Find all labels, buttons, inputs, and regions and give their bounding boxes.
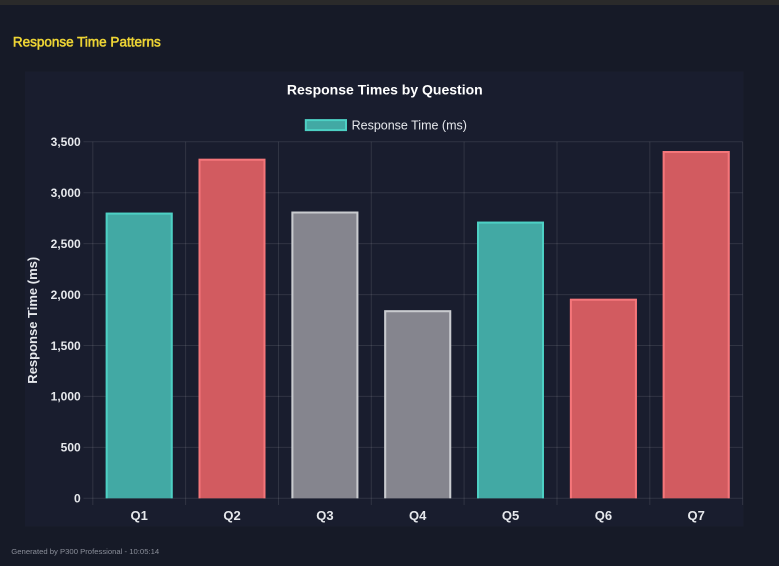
- svg-text:2,500: 2,500: [51, 237, 81, 251]
- svg-text:0: 0: [74, 492, 81, 506]
- svg-text:Generated by P300 Professional: Generated by P300 Professional - 10:05:1…: [11, 547, 160, 556]
- svg-text:Q3: Q3: [316, 508, 333, 523]
- svg-text:1,500: 1,500: [51, 339, 81, 353]
- svg-text:2,000: 2,000: [51, 288, 81, 302]
- svg-text:Q6: Q6: [595, 508, 612, 523]
- svg-text:Q5: Q5: [502, 508, 519, 523]
- svg-text:3,000: 3,000: [51, 186, 81, 200]
- svg-text:Response Time (ms): Response Time (ms): [25, 257, 40, 384]
- svg-text:Response Time (ms): Response Time (ms): [352, 118, 467, 132]
- svg-text:Q7: Q7: [688, 508, 705, 523]
- svg-text:1,000: 1,000: [51, 390, 81, 404]
- svg-text:Response Times by Question: Response Times by Question: [287, 81, 483, 97]
- svg-text:3,500: 3,500: [51, 135, 81, 149]
- svg-text:Q2: Q2: [223, 508, 240, 523]
- svg-text:Q1: Q1: [131, 508, 148, 523]
- svg-text:Response Time Patterns: Response Time Patterns: [13, 34, 161, 49]
- svg-text:500: 500: [61, 441, 81, 455]
- svg-text:Q4: Q4: [409, 508, 427, 523]
